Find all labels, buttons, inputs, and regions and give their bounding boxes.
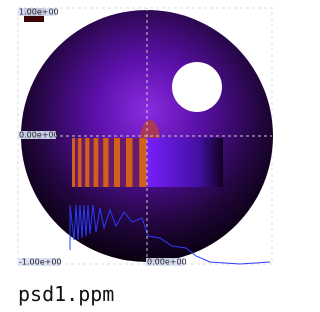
- label: 1.00e+00: [19, 8, 59, 17]
- stripe: [78, 138, 82, 187]
- stripes: [72, 138, 146, 187]
- stripe: [109, 138, 114, 187]
- stripe: [114, 138, 120, 187]
- stripe: [120, 138, 126, 187]
- gradient-band: [145, 138, 223, 187]
- stripe: [85, 138, 89, 187]
- label: 0.00e+00: [19, 131, 59, 140]
- stripe: [89, 138, 93, 187]
- white-hole: [172, 62, 222, 112]
- stripe: [94, 138, 99, 187]
- stripe: [75, 138, 78, 187]
- image-view: 1.00e+00 0.00e+00 -1.00e+00 0.00e+00: [0, 0, 274, 280]
- stripe: [126, 138, 133, 187]
- stripe: [98, 138, 103, 187]
- page: 1.00e+00 0.00e+00 -1.00e+00 0.00e+00 psd…: [0, 0, 274, 312]
- caption: psd1.ppm: [18, 282, 114, 306]
- label: -1.00e+00: [19, 258, 62, 267]
- stripe: [72, 138, 75, 187]
- stripe: [82, 138, 86, 187]
- stripe: [133, 138, 140, 187]
- label: 0.00e+00: [147, 258, 187, 267]
- stripe: [139, 138, 146, 187]
- stripe: [103, 138, 108, 187]
